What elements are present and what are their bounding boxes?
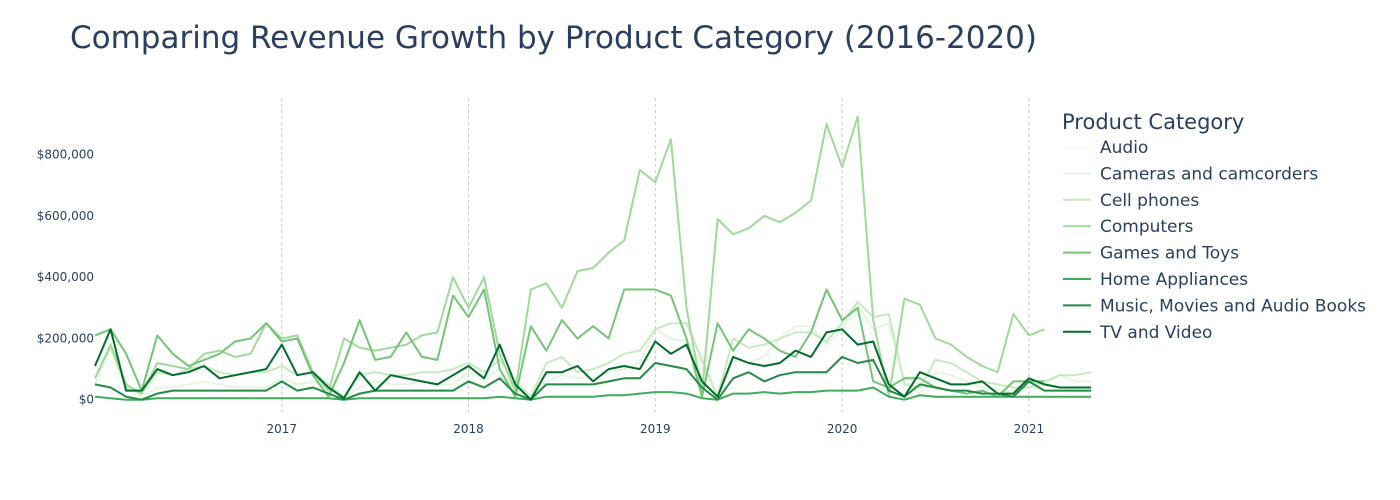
series-line	[94, 300, 1092, 398]
y-tick-label: $0	[79, 393, 94, 407]
chart-title: Comparing Revenue Growth by Product Cate…	[70, 20, 1037, 56]
x-tick-label: 2020	[827, 422, 858, 436]
y-tick-label: $800,000	[37, 148, 94, 162]
series-line	[94, 355, 1092, 401]
series-line	[94, 303, 1092, 400]
legend-item-label[interactable]: Games and Toys	[1100, 244, 1239, 264]
series-line	[94, 386, 1092, 401]
legend-item-label[interactable]: Audio	[1100, 138, 1148, 158]
legend: Product Category Audio Cameras and camcord…	[1062, 110, 1366, 343]
legend-item-label[interactable]: Cameras and camcorders	[1100, 164, 1318, 184]
x-tick-label: 2018	[453, 422, 484, 436]
legend-item-label[interactable]: Computers	[1100, 217, 1194, 237]
legend-item-label[interactable]: Music, Movies and Audio Books	[1100, 296, 1366, 316]
legend-item-label[interactable]: Home Appliances	[1100, 270, 1248, 290]
legend-item-label[interactable]: TV and Video	[1099, 323, 1212, 343]
x-tick-label: 2017	[267, 422, 298, 436]
y-tick-label: $400,000	[37, 270, 94, 284]
series-line	[94, 115, 1045, 398]
y-tick-label: $200,000	[37, 331, 94, 345]
y-axis-ticks: $0 $200,000 $400,000 $600,000 $800,000	[37, 148, 94, 407]
series-line	[94, 306, 1092, 398]
legend-item-label[interactable]: Cell phones	[1100, 191, 1199, 211]
x-axis-ticks: 2017 2018 2019 2020 2021	[267, 422, 1045, 436]
y-tick-label: $600,000	[37, 209, 94, 223]
series-lines	[94, 115, 1092, 401]
series-line	[94, 288, 1045, 398]
x-tick-label: 2021	[1014, 422, 1045, 436]
legend-title: Product Category	[1062, 110, 1244, 134]
x-tick-label: 2019	[640, 422, 671, 436]
grid-lines	[281, 98, 1030, 412]
series-line	[94, 328, 1092, 401]
